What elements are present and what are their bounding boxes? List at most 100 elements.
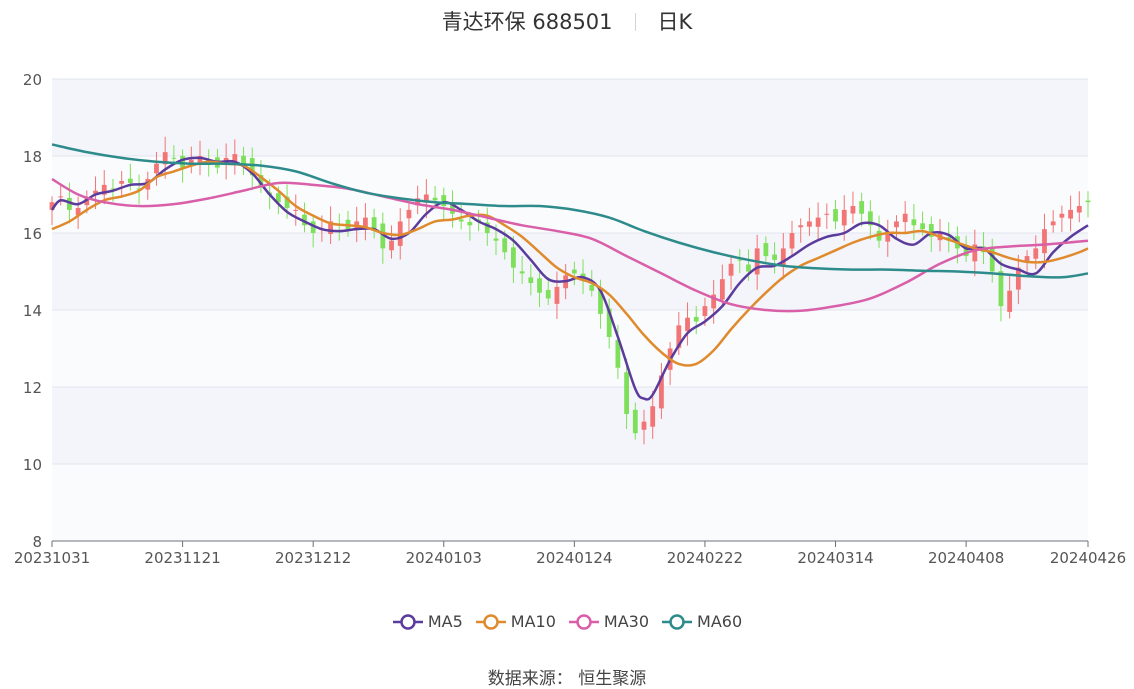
candle-body <box>606 308 612 337</box>
legend-label: MA5 <box>427 612 463 631</box>
line-ma30 <box>51 178 1089 313</box>
candle-body <box>180 155 185 168</box>
data-source: 数据来源： 恒生聚源 <box>0 664 1134 689</box>
candle-body <box>1024 256 1030 263</box>
candle-body <box>963 245 969 257</box>
candle-body <box>275 193 281 203</box>
candle-body <box>998 271 1004 307</box>
candle-body <box>493 238 499 241</box>
candle-body <box>867 211 873 226</box>
x-tick-label: 20240103 <box>406 549 482 567</box>
candle-body <box>380 223 386 249</box>
candle-body <box>833 209 838 222</box>
y-tick-label: 14 <box>23 302 42 320</box>
candle-body <box>554 286 560 304</box>
x-tick-label: 20240124 <box>536 549 612 567</box>
candle-body <box>502 238 508 253</box>
candle-body <box>537 278 542 293</box>
grid-band <box>52 79 1088 156</box>
y-tick-label: 8 <box>32 533 42 551</box>
candle-body <box>1050 221 1056 226</box>
candle-body <box>632 409 638 434</box>
x-tick-label: 20231031 <box>14 549 90 567</box>
candle-body <box>728 263 734 276</box>
legend-item-ma10[interactable]: MA10 <box>475 612 556 631</box>
candle-body <box>894 221 899 228</box>
candle-body <box>615 339 621 368</box>
candle-body <box>719 279 725 300</box>
candle-body <box>363 217 368 228</box>
candle-body <box>101 184 107 195</box>
candle-body <box>815 217 821 227</box>
candle-body <box>293 209 299 211</box>
candle-body <box>772 254 777 260</box>
candle-body <box>650 406 656 427</box>
candle-body <box>415 198 421 206</box>
legend-label: MA10 <box>510 612 556 631</box>
stock-name: 青达环保 688501 <box>441 10 613 34</box>
candlestick-chart: 8 10 12 14 16 18 20 20231031 20231121 20231212 202… <box>14 71 1126 567</box>
candle-body <box>511 247 516 268</box>
candle-body <box>371 217 377 230</box>
candle-body <box>241 155 246 164</box>
candle-body <box>598 289 603 314</box>
candle-body <box>258 175 264 187</box>
candle-body <box>641 421 647 430</box>
candle-body <box>711 294 717 309</box>
candle-body <box>911 219 917 226</box>
candle-body <box>1068 209 1073 219</box>
legend-marker-icon <box>392 613 423 630</box>
candle-body <box>441 195 447 207</box>
candle-body <box>789 233 795 249</box>
candle-body <box>406 209 412 219</box>
candle-body <box>571 269 577 274</box>
candle-body <box>1015 267 1021 290</box>
x-tick-label: 20231121 <box>144 549 220 567</box>
candle-body <box>232 154 238 164</box>
candle-body <box>685 317 690 332</box>
candle-body <box>162 152 168 165</box>
period-label: 日K <box>657 10 693 34</box>
x-tick-label: 20240408 <box>928 549 1004 567</box>
candle-body <box>284 196 290 208</box>
chart-title: 青达环保 688501 日K <box>0 6 1134 36</box>
legend-marker-icon <box>568 613 599 630</box>
candle-body <box>136 188 142 190</box>
candle-body <box>676 325 682 348</box>
candle-body <box>188 159 194 163</box>
candle-body <box>1042 229 1047 254</box>
candle-body <box>1085 200 1091 203</box>
legend-label: MA30 <box>603 612 650 631</box>
y-tick-label: 18 <box>23 148 42 166</box>
candle-body <box>545 289 551 299</box>
candle-body <box>780 248 786 266</box>
candle-body <box>119 181 125 184</box>
candle-body <box>432 197 438 201</box>
legend-item-ma60[interactable]: MA60 <box>661 612 742 631</box>
candle-body <box>197 156 203 164</box>
source-value: 恒生聚源 <box>578 669 647 689</box>
source-label: 数据来源： <box>487 669 573 689</box>
candle-body <box>850 206 856 214</box>
candle-body <box>972 244 978 262</box>
candle-body <box>302 214 307 226</box>
candle-body <box>84 198 90 206</box>
candle-body <box>154 163 159 174</box>
candle-body <box>310 221 316 233</box>
candle-body <box>127 178 133 183</box>
candle-body <box>49 202 55 210</box>
candle-body <box>93 190 98 194</box>
legend-marker-icon <box>662 613 693 630</box>
candle-body <box>171 157 177 159</box>
candle-body <box>702 306 708 316</box>
candle-body <box>354 221 360 229</box>
grid-band <box>52 156 1088 233</box>
candle-body <box>389 240 394 251</box>
candle-body <box>458 219 464 222</box>
candle-body <box>807 221 812 227</box>
candle-body <box>1076 206 1082 213</box>
legend-item-ma5[interactable]: MA5 <box>392 612 463 631</box>
candle-body <box>1059 213 1065 218</box>
candle-body <box>110 188 116 190</box>
legend-item-ma30[interactable]: MA30 <box>568 612 649 631</box>
